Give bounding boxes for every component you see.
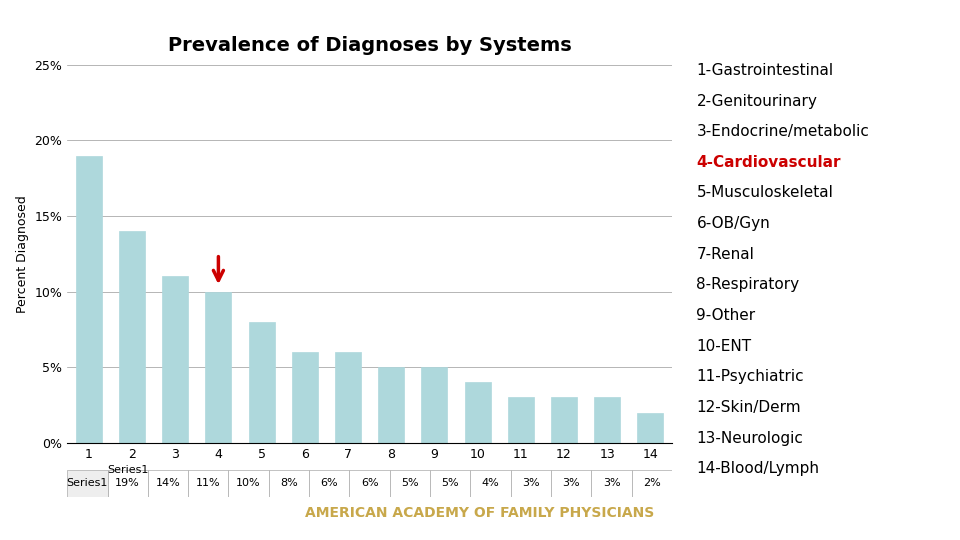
Title: Prevalence of Diagnoses by Systems: Prevalence of Diagnoses by Systems (168, 36, 571, 55)
Text: 14-Blood/Lymph: 14-Blood/Lymph (696, 461, 820, 476)
Bar (511, 470, 551, 497)
Bar (591, 470, 632, 497)
Text: 12-Skin/Derm: 12-Skin/Derm (696, 400, 801, 415)
Bar (551, 397, 577, 443)
Bar (162, 276, 188, 443)
Bar (465, 382, 491, 443)
Bar (309, 470, 349, 497)
Text: 2-Genitourinary: 2-Genitourinary (696, 93, 817, 109)
Text: 8%: 8% (280, 478, 298, 488)
Text: 6%: 6% (361, 478, 378, 488)
Text: Series1: Series1 (108, 465, 149, 475)
Bar (378, 367, 404, 443)
Bar (249, 322, 275, 443)
Text: 9-Other: 9-Other (696, 308, 756, 323)
Text: 3-Endocrine/metabolic: 3-Endocrine/metabolic (696, 124, 869, 139)
Text: 6-OB/Gyn: 6-OB/Gyn (696, 216, 770, 231)
Text: 14%: 14% (156, 478, 180, 488)
Bar (632, 470, 672, 497)
Text: 3%: 3% (563, 478, 580, 488)
Bar (508, 397, 534, 443)
Bar (335, 352, 361, 443)
Text: 8-Respiratory: 8-Respiratory (696, 278, 800, 293)
Text: 4%: 4% (482, 478, 499, 488)
Text: 7-Renal: 7-Renal (696, 247, 755, 262)
Text: 5%: 5% (442, 478, 459, 488)
Text: 19%: 19% (115, 478, 140, 488)
Text: 10-ENT: 10-ENT (696, 339, 752, 354)
Text: 5%: 5% (401, 478, 419, 488)
Text: 15: 15 (29, 506, 50, 521)
Text: 6%: 6% (321, 478, 338, 488)
Bar (430, 470, 470, 497)
Bar (76, 156, 102, 443)
Bar (269, 470, 309, 497)
Text: 5-Musculoskeletal: 5-Musculoskeletal (696, 185, 833, 200)
Text: 11-Psychiatric: 11-Psychiatric (696, 369, 804, 384)
Text: 3%: 3% (522, 478, 540, 488)
Text: 13-Neurologic: 13-Neurologic (696, 431, 804, 445)
Text: 11%: 11% (196, 478, 221, 488)
Bar (470, 470, 511, 497)
Bar (67, 470, 108, 497)
Bar (637, 413, 663, 443)
Bar (119, 231, 145, 443)
Bar (551, 470, 591, 497)
Text: 3%: 3% (603, 478, 620, 488)
Text: 10%: 10% (236, 478, 261, 488)
Bar (205, 292, 231, 443)
Text: 2%: 2% (643, 478, 660, 488)
Bar (108, 470, 148, 497)
Bar (421, 367, 447, 443)
Bar (594, 397, 620, 443)
Bar (292, 352, 318, 443)
Text: Series1: Series1 (66, 478, 108, 488)
Bar (228, 470, 269, 497)
Y-axis label: Percent Diagnosed: Percent Diagnosed (16, 195, 29, 313)
Text: 1-Gastrointestinal: 1-Gastrointestinal (696, 63, 833, 78)
Bar (349, 470, 390, 497)
Bar (188, 470, 228, 497)
Text: 4-Cardiovascular: 4-Cardiovascular (696, 155, 841, 170)
Bar (390, 470, 430, 497)
Text: AMERICAN ACADEMY OF FAMILY PHYSICIANS: AMERICAN ACADEMY OF FAMILY PHYSICIANS (305, 507, 655, 520)
Bar (148, 470, 188, 497)
